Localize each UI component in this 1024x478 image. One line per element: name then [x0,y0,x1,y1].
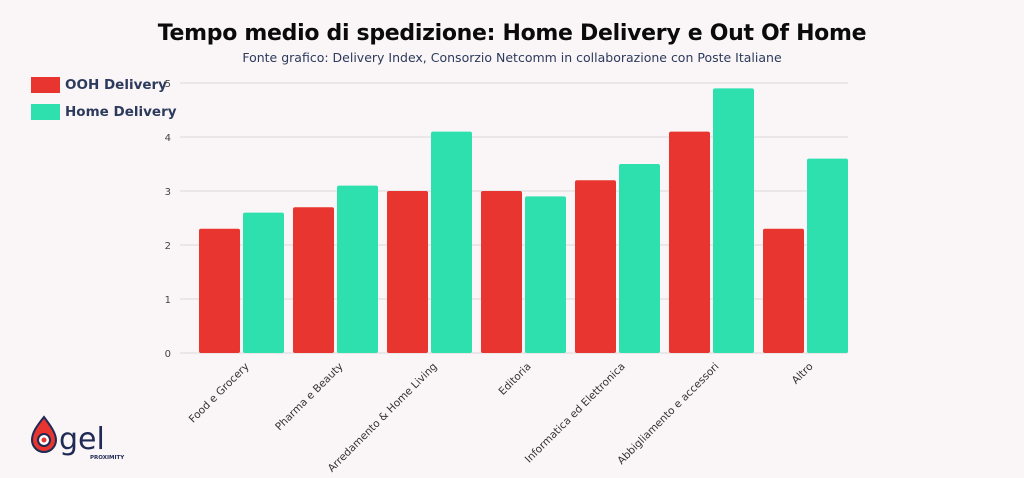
legend-label-home: Home Delivery [65,104,177,120]
bar-ooh [293,207,334,353]
y-tick-label: 3 [165,187,171,198]
bar-home [431,131,472,353]
x-tick-label: Pharma e Beauty [273,361,345,433]
svg-text:gel: gel [59,422,105,457]
bar-home [713,88,754,354]
bar-ooh [575,180,616,353]
x-tick-label: Arredamento & Home Living [326,361,440,475]
bar-ooh [669,131,710,353]
legend-swatch-home [31,104,60,120]
legend-swatch-ooh [31,77,60,93]
legend-item-home: Home Delivery [31,104,177,120]
legend-label-ooh: OOH Delivery [65,77,167,93]
bar-ooh [763,228,804,353]
x-tick-label: Informatica ed Elettronica [523,361,628,466]
bar-home [337,185,378,353]
bar-home [243,212,284,353]
x-tick-label: Food e Grocery [187,361,252,426]
x-tick-label: Abbigliamento e accessori [615,361,721,467]
chart-subtitle: Fonte grafico: Delivery Index, Consorzio… [242,50,782,65]
legend-item-ooh: OOH Delivery [31,77,167,93]
bar-home [525,196,566,353]
y-tick-label: 1 [165,295,171,306]
chart-title: Tempo medio di spedizione: Home Delivery… [157,21,867,46]
bar-ooh [387,191,428,353]
bar-ooh [481,191,522,353]
gel-proximity-logo: gel PROXIMITY [30,413,125,467]
y-tick-label: 0 [165,349,171,360]
x-tick-label: Altro [790,361,816,387]
x-tick-label: Editoria [497,361,534,398]
svg-text:PROXIMITY: PROXIMITY [90,455,125,461]
y-tick-label: 2 [165,241,171,252]
y-tick-label: 5 [165,79,171,90]
bar-home [619,164,660,353]
bar-home [807,158,848,353]
y-tick-label: 4 [165,133,171,144]
bar-ooh [199,228,240,353]
